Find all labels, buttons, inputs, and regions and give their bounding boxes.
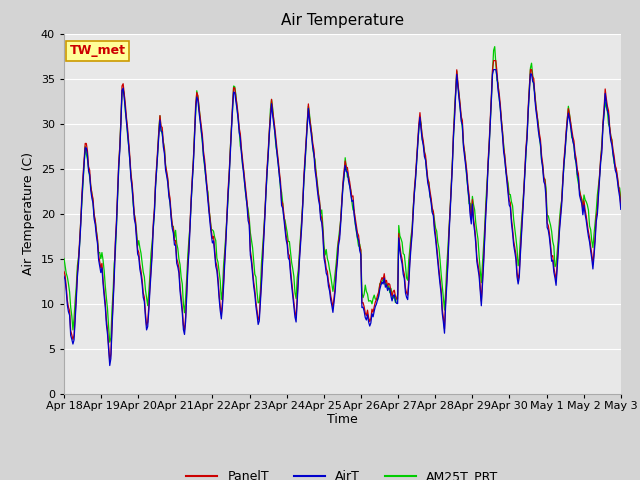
AirT xyxy=(519,212,527,218)
PanelT xyxy=(519,208,527,214)
AM25T_PRT xyxy=(60,256,68,262)
PanelT xyxy=(393,296,401,302)
AirT xyxy=(362,317,370,323)
AM25T_PRT xyxy=(519,204,527,210)
X-axis label: Time: Time xyxy=(327,413,358,426)
Y-axis label: Air Temperature (C): Air Temperature (C) xyxy=(22,152,35,275)
AM25T_PRT xyxy=(606,125,614,131)
PanelT xyxy=(362,312,370,318)
AM25T_PRT xyxy=(329,288,337,294)
AirT xyxy=(329,310,337,315)
AirT xyxy=(490,67,497,72)
PanelT xyxy=(106,358,113,364)
Title: Air Temperature: Air Temperature xyxy=(281,13,404,28)
AirT xyxy=(60,273,68,279)
PanelT xyxy=(60,269,68,275)
AM25T_PRT xyxy=(326,267,333,273)
AM25T_PRT xyxy=(393,295,401,301)
PanelT xyxy=(617,202,625,208)
Line: PanelT: PanelT xyxy=(64,60,621,361)
Text: TW_met: TW_met xyxy=(70,44,125,58)
AirT xyxy=(617,206,625,212)
AM25T_PRT xyxy=(617,196,625,202)
PanelT xyxy=(326,284,333,289)
Line: AirT: AirT xyxy=(64,70,621,366)
AM25T_PRT xyxy=(106,339,113,345)
PanelT xyxy=(329,305,337,311)
AirT xyxy=(606,128,614,133)
AM25T_PRT xyxy=(362,288,370,294)
AirT xyxy=(326,288,333,294)
AirT xyxy=(106,363,113,369)
Line: AM25T_PRT: AM25T_PRT xyxy=(64,47,621,342)
PanelT xyxy=(490,58,497,63)
AirT xyxy=(393,300,401,306)
PanelT xyxy=(606,123,614,129)
AM25T_PRT xyxy=(491,44,499,49)
Legend: PanelT, AirT, AM25T_PRT: PanelT, AirT, AM25T_PRT xyxy=(181,465,504,480)
